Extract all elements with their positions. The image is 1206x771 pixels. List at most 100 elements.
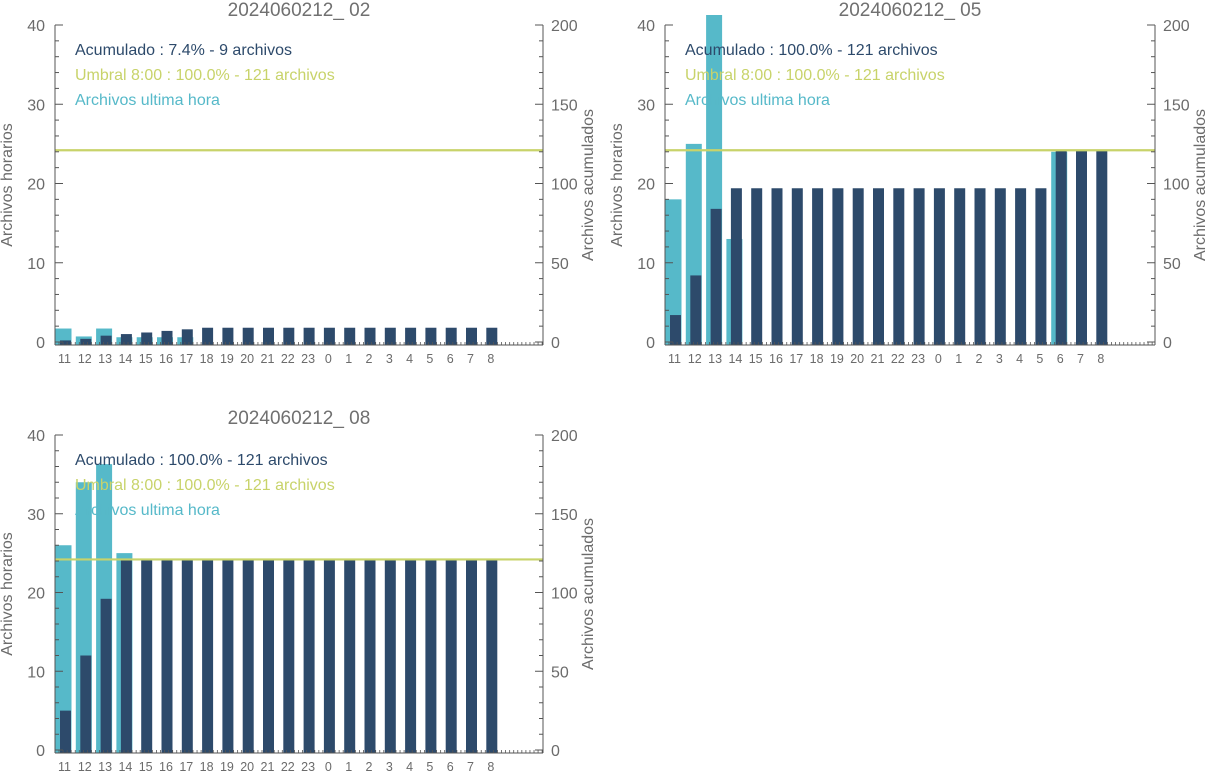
y2-tick-label: 200: [551, 18, 578, 35]
x-tick-label: 11: [668, 352, 681, 366]
y2-axis-label: Archivos acumulados: [580, 518, 597, 670]
cumulative-bar: [100, 335, 112, 345]
cumulative-bar: [486, 327, 498, 345]
x-tick-label: 4: [406, 760, 413, 771]
cumulative-bar: [1035, 188, 1047, 345]
y2-tick-label: 100: [1163, 177, 1190, 194]
y2-tick-label: 0: [551, 743, 560, 760]
x-tick-label: 14: [728, 352, 742, 366]
cumulative-bar: [933, 188, 945, 345]
x-tick-label: 23: [301, 760, 315, 771]
x-tick-label: 23: [911, 352, 925, 366]
x-tick-label: 0: [325, 352, 332, 366]
cumulative-bar: [812, 188, 824, 345]
y-tick-label: 20: [27, 586, 45, 603]
cumulative-bar: [141, 559, 153, 753]
x-tick-label: 13: [98, 352, 112, 366]
y-tick-label: 40: [637, 18, 655, 35]
y2-tick-label: 50: [1163, 256, 1181, 273]
x-tick-label: 17: [789, 352, 803, 366]
cumulative-bar: [690, 275, 702, 345]
x-tick-label: 18: [810, 352, 824, 366]
cumulative-bar: [263, 559, 274, 753]
x-tick-label: 5: [1036, 352, 1043, 366]
y-tick-label: 0: [36, 335, 45, 352]
x-tick-label: 21: [261, 352, 275, 366]
cumulative-bar: [486, 559, 498, 753]
cumulative-bar: [242, 559, 254, 753]
y2-tick-label: 50: [551, 664, 569, 681]
cumulative-bar: [222, 559, 234, 753]
x-tick-label: 20: [240, 760, 254, 771]
cumulative-bar: [364, 327, 376, 345]
y2-tick-label: 0: [551, 335, 560, 352]
y-tick-label: 30: [27, 507, 45, 524]
x-tick-label: 2: [976, 352, 983, 366]
x-tick-label: 1: [345, 760, 352, 771]
y-tick-label: 0: [646, 335, 655, 352]
cumulative-bar: [852, 188, 864, 345]
x-tick-label: 8: [1097, 352, 1104, 366]
cumulative-bar: [771, 188, 783, 345]
x-tick-label: 4: [1016, 352, 1023, 366]
cumulative-bar: [80, 338, 92, 345]
x-tick-label: 6: [447, 352, 454, 366]
legend-threshold: Umbral 8:00 : 100.0% - 121 archivos: [75, 67, 335, 84]
chart-title: 2024060212_ 05: [839, 0, 982, 21]
cumulative-bar: [405, 559, 417, 753]
x-tick-label: 1: [955, 352, 962, 366]
y-tick-label: 40: [27, 18, 45, 35]
y2-tick-label: 150: [551, 97, 578, 114]
y2-axis-label: Archivos acumulados: [1192, 109, 1206, 261]
x-tick-label: 16: [159, 352, 173, 366]
cumulative-bar: [120, 334, 132, 345]
cumulative-bar: [466, 327, 477, 345]
cumulative-bar: [384, 327, 396, 345]
x-tick-label: 19: [220, 760, 234, 771]
y-tick-label: 30: [637, 97, 655, 114]
cumulative-bar: [751, 188, 763, 345]
cumulative-bar: [202, 327, 214, 345]
cumulative-bar: [263, 327, 274, 345]
cumulative-bar: [445, 327, 457, 345]
y2-tick-label: 100: [551, 586, 578, 603]
x-tick-label: 3: [996, 352, 1003, 366]
cumulative-bar: [670, 315, 681, 345]
legend-cumulative: Acumulado : 100.0% - 121 archivos: [685, 42, 938, 59]
x-tick-label: 15: [139, 760, 153, 771]
cumulative-bar: [303, 327, 315, 345]
cumulative-bar: [974, 188, 986, 345]
x-tick-label: 14: [118, 760, 132, 771]
x-tick-label: 0: [325, 760, 332, 771]
cumulative-bar: [60, 710, 71, 753]
cumulative-bar: [80, 655, 92, 753]
y-axis-label: Archivos horarios: [0, 123, 16, 247]
cumulative-bar: [323, 327, 335, 345]
x-tick-label: 12: [78, 352, 92, 366]
y2-tick-label: 150: [1163, 97, 1190, 114]
cumulative-bar: [710, 208, 722, 345]
cumulative-bar: [344, 559, 356, 753]
cumulative-bar: [344, 327, 356, 345]
cumulative-bar: [222, 327, 234, 345]
x-tick-label: 23: [301, 352, 315, 366]
legend-threshold: Umbral 8:00 : 100.0% - 121 archivos: [685, 67, 945, 84]
cumulative-bar: [141, 332, 153, 345]
x-tick-label: 3: [386, 760, 393, 771]
cumulative-bar: [405, 327, 417, 345]
x-tick-label: 12: [688, 352, 702, 366]
cumulative-bar: [730, 188, 742, 345]
x-tick-label: 7: [1077, 352, 1084, 366]
cumulative-bar: [364, 559, 376, 753]
hourly-bar: [55, 545, 72, 753]
y-tick-label: 20: [637, 177, 655, 194]
x-tick-label: 8: [487, 352, 494, 366]
y2-axis-label: Archivos acumulados: [580, 109, 597, 261]
x-tick-label: 22: [891, 352, 905, 366]
cumulative-bar: [994, 188, 1006, 345]
cumulative-bar: [283, 327, 295, 345]
